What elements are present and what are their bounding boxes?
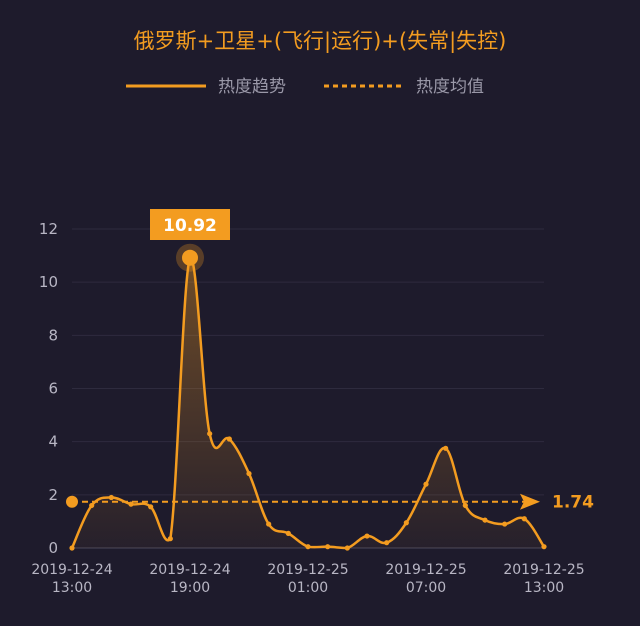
y-tick-label-12: 12 bbox=[39, 220, 58, 238]
data-point-9 bbox=[246, 470, 252, 477]
data-point-7 bbox=[207, 431, 213, 437]
data-point-18 bbox=[423, 481, 429, 487]
y-tick-label-0: 0 bbox=[48, 539, 58, 557]
mean-value-label: 1.74 bbox=[552, 493, 594, 513]
data-point-24 bbox=[541, 544, 547, 550]
y-tick-label-8: 8 bbox=[48, 326, 58, 344]
data-point-4 bbox=[148, 504, 154, 510]
y-tick-label-4: 4 bbox=[48, 433, 58, 451]
x-tick-label-0-time: 13:00 bbox=[52, 580, 92, 596]
series-trend bbox=[69, 256, 547, 551]
data-point-17 bbox=[403, 520, 409, 526]
y-tick-label-2: 2 bbox=[48, 486, 58, 504]
data-point-22 bbox=[502, 521, 508, 527]
legend-label-mean: 热度均值 bbox=[416, 77, 484, 97]
mean-start-dot bbox=[66, 495, 78, 508]
data-point-2 bbox=[108, 494, 114, 501]
chart-title: 俄罗斯+卫星+(飞行|运行)+(失常|失控) bbox=[134, 29, 507, 54]
legend-label-trend: 热度趋势 bbox=[218, 77, 286, 97]
x-tick-label-4-time: 13:00 bbox=[524, 580, 564, 596]
x-tick-label-1-time: 19:00 bbox=[170, 580, 210, 596]
data-point-3 bbox=[128, 501, 134, 507]
data-point-1 bbox=[89, 502, 95, 509]
x-tick-label-2-time: 01:00 bbox=[288, 580, 328, 596]
x-tick-label-3-date: 2019-12-25 bbox=[385, 562, 466, 578]
y-tick-label-10: 10 bbox=[39, 273, 58, 291]
data-point-5 bbox=[167, 536, 173, 542]
data-point-0 bbox=[69, 545, 75, 551]
peak-marker bbox=[182, 249, 198, 266]
data-point-13 bbox=[325, 544, 331, 550]
mean-arrow-head bbox=[520, 493, 540, 510]
data-point-14 bbox=[344, 545, 350, 551]
x-tick-label-3-time: 07:00 bbox=[406, 580, 446, 596]
x-tick-label-2-date: 2019-12-25 bbox=[267, 562, 348, 578]
x-axis: 2019-12-24 13:00 2019-12-24 19:00 2019-12-25… bbox=[31, 547, 585, 596]
data-point-20 bbox=[462, 502, 468, 509]
x-tick-label-1-date: 2019-12-24 bbox=[149, 562, 230, 578]
grid bbox=[72, 228, 544, 496]
mean-line-group: 1.74 bbox=[66, 493, 594, 513]
x-tick-label-0-date: 2019-12-24 bbox=[31, 562, 112, 578]
series-area-fill bbox=[72, 257, 544, 548]
data-point-19 bbox=[443, 445, 449, 451]
data-point-11 bbox=[285, 530, 291, 536]
data-point-15 bbox=[364, 533, 370, 539]
data-point-8 bbox=[226, 436, 232, 442]
y-axis: 0 2 4 6 8 10 12 bbox=[39, 220, 58, 557]
peak-label-box bbox=[150, 209, 230, 240]
y-tick-label-6: 6 bbox=[48, 380, 58, 398]
data-point-16 bbox=[384, 540, 390, 546]
peak-value-label: 10.92 bbox=[163, 216, 217, 236]
peak-annotation: 10.92 bbox=[150, 209, 230, 272]
data-point-12 bbox=[305, 544, 311, 550]
data-point-21 bbox=[482, 517, 488, 523]
series-line bbox=[70, 256, 546, 550]
legend: 热度趋势 热度均值 bbox=[126, 77, 484, 97]
data-point-10 bbox=[266, 521, 272, 527]
data-point-23 bbox=[521, 516, 527, 522]
x-tick-label-4-date: 2019-12-25 bbox=[503, 562, 584, 578]
